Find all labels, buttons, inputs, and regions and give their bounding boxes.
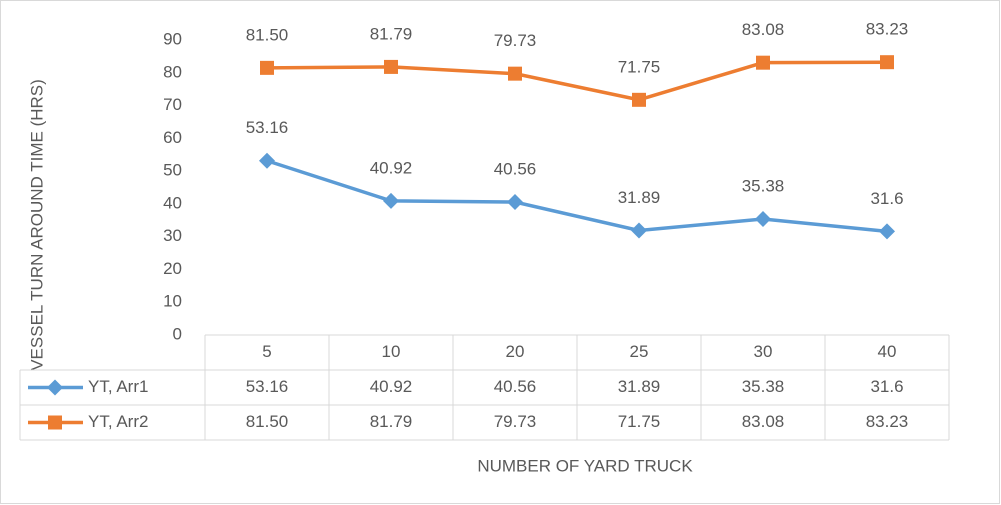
data-label: 81.79: [370, 24, 413, 43]
data-label: 35.38: [742, 177, 785, 196]
data-label: 79.73: [494, 31, 537, 50]
table-cell: 40.56: [494, 377, 537, 396]
table-cell: 31.89: [618, 377, 661, 396]
table-cell: 79.73: [494, 412, 537, 431]
y-tick-label: 0: [173, 324, 182, 343]
marker: [756, 55, 770, 70]
legend-marker: [47, 379, 63, 396]
x-tick-label: 30: [754, 342, 773, 361]
data-label: 83.23: [866, 20, 909, 39]
table-cell: 81.79: [370, 412, 413, 431]
table-cell: 81.50: [246, 412, 289, 431]
series-line: [266, 60, 888, 102]
x-tick-label: 20: [506, 342, 525, 361]
y-tick-label: 60: [163, 128, 182, 147]
data-label: 31.89: [618, 188, 661, 207]
series-line: [266, 159, 888, 234]
data-label: 71.75: [618, 57, 661, 76]
x-axis-title: NUMBER OF YARD TRUCK: [477, 456, 693, 475]
data-label: 83.08: [742, 20, 785, 39]
y-tick-label: 80: [163, 62, 182, 81]
y-tick-label: 70: [163, 95, 182, 114]
marker: [632, 92, 646, 107]
y-tick-label: 90: [163, 29, 182, 48]
marker: [879, 223, 895, 240]
table-cell: 35.38: [742, 377, 785, 396]
table-cell: 83.23: [866, 412, 909, 431]
marker: [384, 59, 398, 74]
x-tick-label: 5: [262, 342, 271, 361]
marker: [507, 194, 523, 211]
data-label: 40.56: [494, 160, 537, 179]
y-tick-label: 30: [163, 226, 182, 245]
table-cell: 83.08: [742, 412, 785, 431]
y-axis-title: VESSEL TURN AROUND TIME (HRS): [27, 79, 46, 371]
data-label: 53.16: [246, 118, 289, 137]
y-tick-label: 40: [163, 193, 182, 212]
marker: [508, 66, 522, 81]
data-label: 40.92: [370, 158, 413, 177]
table-cell: 31.6: [870, 377, 903, 396]
table-cell: 40.92: [370, 377, 413, 396]
marker: [260, 60, 274, 75]
x-tick-label: 25: [630, 342, 649, 361]
legend-label: YT, Arr2: [88, 412, 148, 431]
marker: [755, 211, 771, 228]
data-label: 81.50: [246, 25, 289, 44]
marker: [259, 152, 275, 169]
data-label: 31.6: [870, 189, 903, 208]
table-cell: 53.16: [246, 377, 289, 396]
x-tick-label: 10: [382, 342, 401, 361]
legend-label: YT, Arr1: [88, 377, 148, 396]
x-tick-label: 40: [878, 342, 897, 361]
table-cell: 71.75: [618, 412, 661, 431]
marker: [631, 222, 647, 239]
marker: [383, 192, 399, 209]
y-tick-label: 10: [163, 292, 182, 311]
y-tick-label: 20: [163, 259, 182, 278]
legend-marker: [48, 415, 62, 430]
marker: [880, 55, 894, 70]
y-tick-label: 50: [163, 161, 182, 180]
